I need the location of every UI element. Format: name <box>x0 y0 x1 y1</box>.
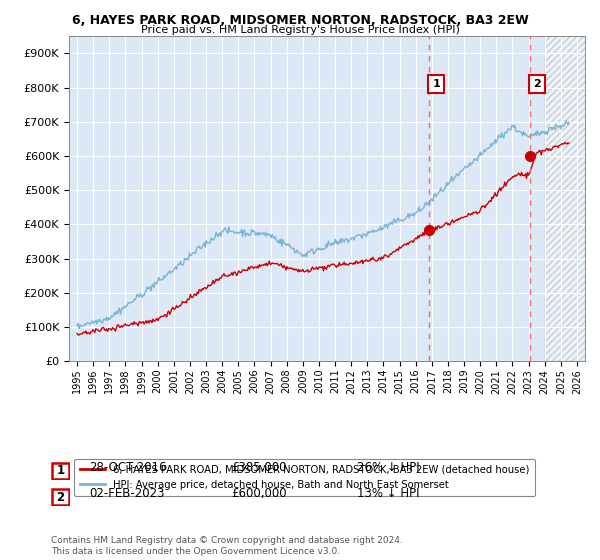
Text: £600,000: £600,000 <box>231 487 287 501</box>
Text: 1: 1 <box>56 464 65 478</box>
Text: 28-OCT-2016: 28-OCT-2016 <box>89 461 166 474</box>
Text: £385,000: £385,000 <box>231 461 287 474</box>
Bar <box>545 36 593 361</box>
Text: Contains HM Land Registry data © Crown copyright and database right 2024.
This d: Contains HM Land Registry data © Crown c… <box>51 536 403 556</box>
Text: 26% ↓ HPI: 26% ↓ HPI <box>357 461 419 474</box>
Text: 2: 2 <box>56 491 65 504</box>
Text: 2: 2 <box>533 80 541 89</box>
Legend: 6, HAYES PARK ROAD, MIDSOMER NORTON, RADSTOCK, BA3 2EW (detached house), HPI: Av: 6, HAYES PARK ROAD, MIDSOMER NORTON, RAD… <box>74 459 535 496</box>
FancyBboxPatch shape <box>52 489 69 505</box>
Text: 6, HAYES PARK ROAD, MIDSOMER NORTON, RADSTOCK, BA3 2EW: 6, HAYES PARK ROAD, MIDSOMER NORTON, RAD… <box>71 14 529 27</box>
Text: 13% ↓ HPI: 13% ↓ HPI <box>357 487 419 501</box>
Text: Price paid vs. HM Land Registry's House Price Index (HPI): Price paid vs. HM Land Registry's House … <box>140 25 460 35</box>
Text: 1: 1 <box>432 80 440 89</box>
Text: 02-FEB-2023: 02-FEB-2023 <box>89 487 164 501</box>
FancyBboxPatch shape <box>52 463 69 479</box>
Bar <box>545 36 593 361</box>
